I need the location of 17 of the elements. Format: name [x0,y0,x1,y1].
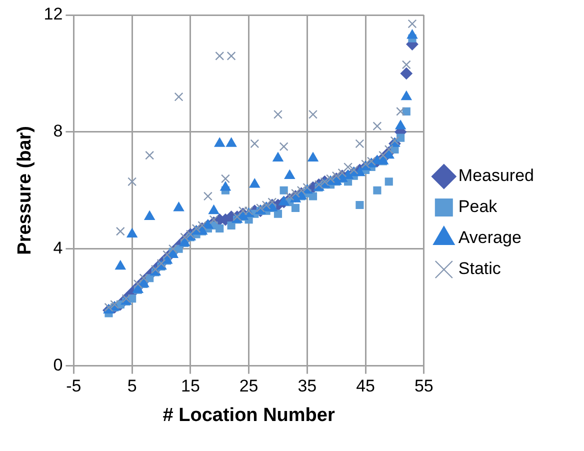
legend-label: Peak [458,197,498,216]
x-tick-label: 35 [298,376,317,396]
x-axis-title: # Location Number [162,404,336,426]
y-tick-label: 12 [44,4,63,24]
x-tick-label: 5 [127,376,137,396]
x-tick-label: 45 [356,376,375,396]
y-tick-label: 4 [53,238,63,258]
x-tick-label: 25 [239,376,258,396]
legend-label: Average [458,228,522,248]
x-tick-label: 55 [414,376,434,396]
legend-label: Measured [458,166,534,186]
y-tick-label: 8 [53,122,63,141]
y-tick-label: 0 [53,355,63,374]
x-tick-label: 15 [180,376,200,396]
y-axis-title: Pressure (bar) [14,126,36,255]
x-tick-label: -5 [66,376,82,396]
legend-label: Static [458,259,502,278]
